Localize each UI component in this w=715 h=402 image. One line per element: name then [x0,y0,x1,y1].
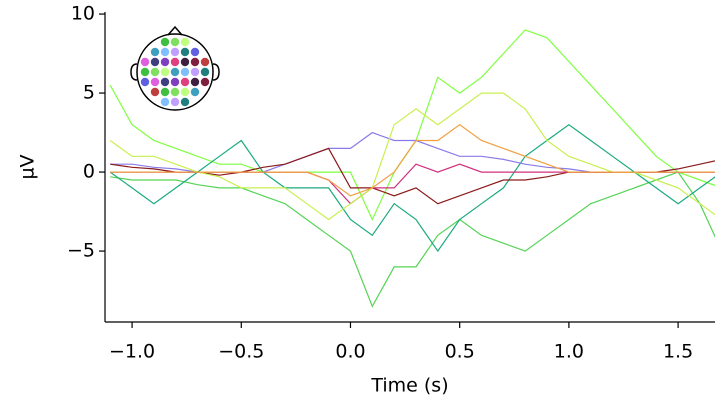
sensor-dot [190,77,200,87]
sensor-dot [190,67,200,77]
x-tick-label: 0.5 [445,341,475,363]
sensor-dot [140,77,150,87]
sensor-dot [140,67,150,77]
head-inset [130,25,220,111]
sensor-dot [150,57,160,67]
y-axis-label: µV [17,154,39,179]
channel-line [110,147,715,205]
sensor-dot [180,97,190,107]
sensor-dot [200,67,210,77]
sensor-dot [200,77,210,87]
channel-line [110,131,715,173]
sensor-dot [150,47,160,57]
sensor-dot [170,37,180,47]
sensor-dot [190,87,200,97]
sensor-dot [160,37,170,47]
channel-line [109,92,715,221]
sensor-dot [160,97,170,107]
sensor-dot [170,57,180,67]
sensor-dot [160,87,170,97]
sensor-dot [170,67,180,77]
y-tick-label: 0 [83,161,95,183]
channel-line [109,123,715,253]
y-tick-label: 5 [83,82,95,104]
y-tick-label: 10 [71,3,95,25]
sensor-dot [170,87,180,97]
sensor-dot [160,47,170,57]
x-tick-label: 1.0 [554,341,584,363]
y-tick-label: −5 [67,240,95,262]
sensor-dot [150,67,160,77]
sensor-dot [150,87,160,97]
sensor-dot [170,47,180,57]
sensor-dot [200,57,210,67]
sensor-dot [190,47,200,57]
sensor-dot [180,37,190,47]
x-axis-label: Time (s) [370,375,448,397]
x-tick-label: 1.5 [663,341,693,363]
channel-line [110,171,715,308]
sensor-dot [160,77,170,87]
plot-area [109,29,715,308]
sensor-dot [180,67,190,77]
sensor-dot [170,97,180,107]
sensor-dot [180,47,190,57]
sensor-dot [150,77,160,87]
x-tick-label: 0.0 [335,341,365,363]
channel-line [110,123,715,197]
sensor-dot [180,57,190,67]
sensor-dot [170,77,180,87]
sensor-dot [180,87,190,97]
sensor-dot [160,67,170,77]
x-tick-label: −0.5 [218,341,264,363]
sensor-dot [180,77,190,87]
sensor-dot [160,57,170,67]
x-tick-label: −1.0 [109,341,155,363]
sensor-dot [190,57,200,67]
sensor-dot [140,57,150,67]
